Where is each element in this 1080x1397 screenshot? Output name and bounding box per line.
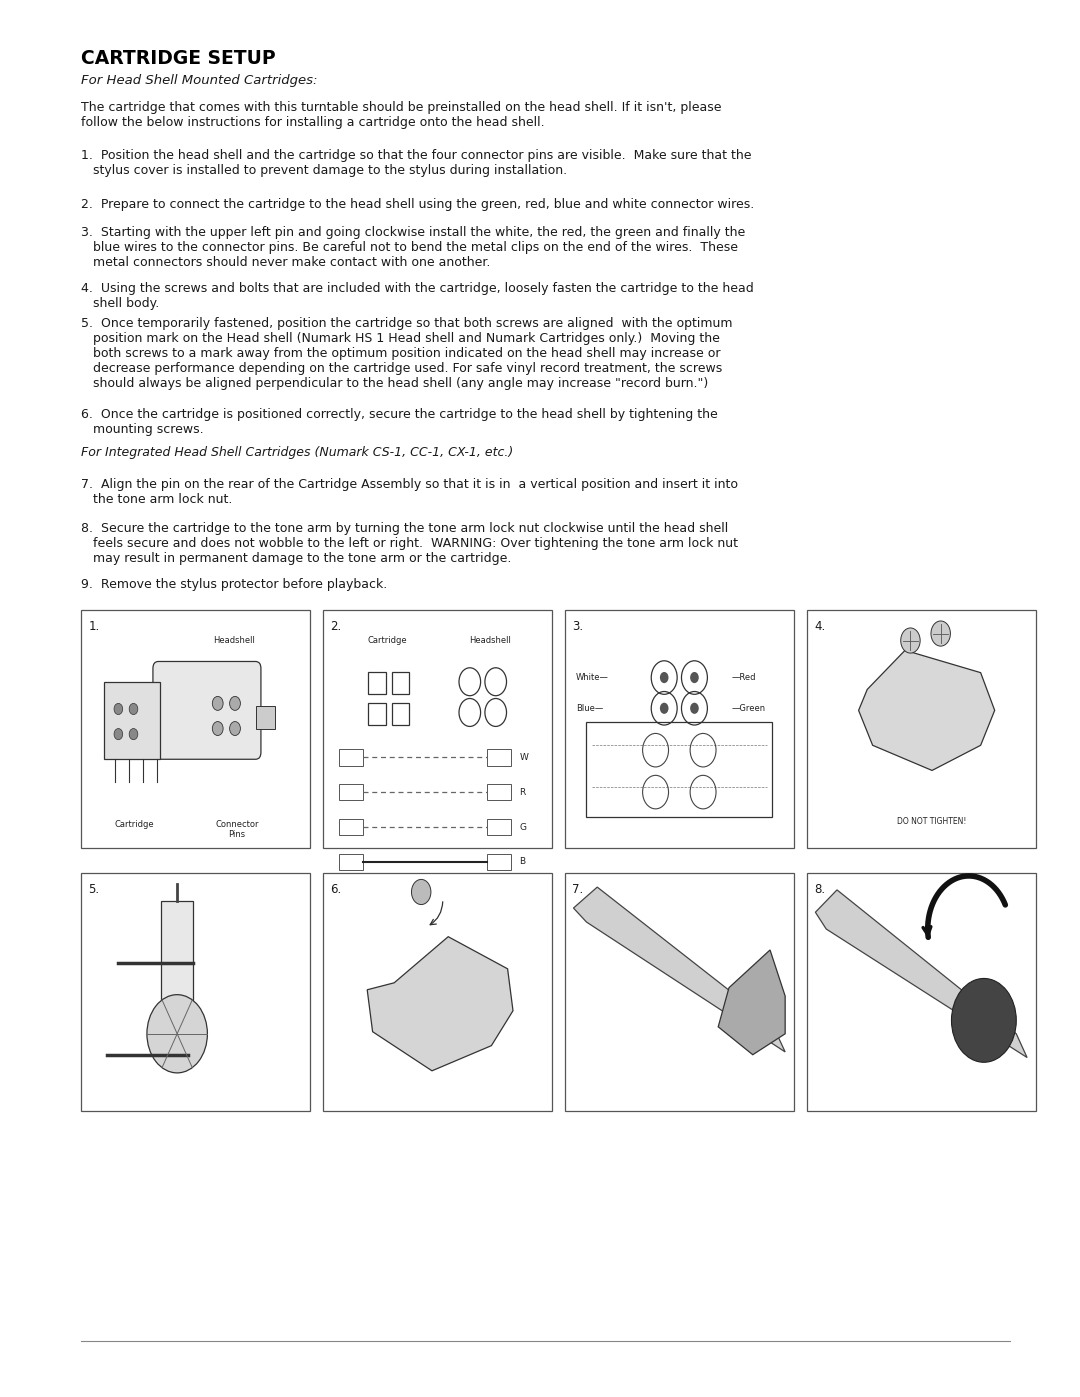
Circle shape: [901, 627, 920, 652]
FancyBboxPatch shape: [153, 662, 261, 760]
Text: 6.  Once the cartridge is positioned correctly, secure the cartridge to the head: 6. Once the cartridge is positioned corr…: [81, 408, 718, 436]
Circle shape: [230, 721, 241, 736]
Text: 7.: 7.: [572, 883, 583, 895]
Circle shape: [690, 703, 699, 714]
Text: 2.  Prepare to connect the cartridge to the head shell using the green, red, blu: 2. Prepare to connect the cartridge to t…: [81, 198, 754, 211]
FancyBboxPatch shape: [323, 873, 552, 1111]
Circle shape: [213, 721, 224, 736]
Text: 3.: 3.: [572, 620, 583, 633]
FancyBboxPatch shape: [256, 707, 275, 729]
Text: The cartridge that comes with this turntable should be preinstalled on the head : The cartridge that comes with this turnt…: [81, 101, 721, 129]
Text: —Red: —Red: [731, 673, 756, 682]
Text: 6.: 6.: [330, 883, 341, 895]
Text: CARTRIDGE SETUP: CARTRIDGE SETUP: [81, 49, 275, 68]
Text: G: G: [519, 823, 526, 831]
Circle shape: [114, 704, 123, 714]
Circle shape: [690, 672, 699, 683]
Polygon shape: [815, 890, 1027, 1058]
Circle shape: [660, 672, 669, 683]
Text: 1.  Position the head shell and the cartridge so that the four connector pins ar: 1. Position the head shell and the cartr…: [81, 149, 752, 177]
FancyBboxPatch shape: [565, 873, 794, 1111]
Text: 4.  Using the screws and bolts that are included with the cartridge, loosely fas: 4. Using the screws and bolts that are i…: [81, 282, 754, 310]
FancyBboxPatch shape: [105, 683, 161, 760]
Text: 8.: 8.: [814, 883, 825, 895]
Text: 8.  Secure the cartridge to the tone arm by turning the tone arm lock nut clockw: 8. Secure the cartridge to the tone arm …: [81, 522, 738, 566]
Text: Cartridge: Cartridge: [114, 820, 154, 828]
Circle shape: [213, 696, 224, 710]
Text: Headshell: Headshell: [470, 636, 511, 644]
Text: For Head Shell Mounted Cartridges:: For Head Shell Mounted Cartridges:: [81, 74, 318, 87]
FancyBboxPatch shape: [565, 610, 794, 848]
Text: Cartridge: Cartridge: [368, 636, 407, 644]
Text: For Integrated Head Shell Cartridges (Numark CS-1, CC-1, CX-1, etc.): For Integrated Head Shell Cartridges (Nu…: [81, 446, 513, 458]
Text: 5.  Once temporarily fastened, position the cartridge so that both screws are al: 5. Once temporarily fastened, position t…: [81, 317, 732, 390]
Text: B: B: [519, 858, 526, 866]
Text: Blue—: Blue—: [576, 704, 603, 712]
Text: 5.: 5.: [89, 883, 99, 895]
Text: 7.  Align the pin on the rear of the Cartridge Assembly so that it is in  a vert: 7. Align the pin on the rear of the Cart…: [81, 478, 738, 506]
FancyBboxPatch shape: [807, 610, 1036, 848]
Circle shape: [411, 880, 431, 905]
Text: W: W: [519, 753, 528, 761]
Text: 2.: 2.: [330, 620, 341, 633]
Circle shape: [130, 704, 138, 714]
Text: Connector
Pins: Connector Pins: [215, 820, 259, 840]
Polygon shape: [367, 937, 513, 1070]
Circle shape: [951, 978, 1016, 1062]
Circle shape: [931, 620, 950, 645]
Text: Headshell: Headshell: [213, 636, 255, 644]
Circle shape: [660, 703, 669, 714]
Text: 3.  Starting with the upper left pin and going clockwise install the white, the : 3. Starting with the upper left pin and …: [81, 226, 745, 270]
Circle shape: [114, 729, 123, 739]
Text: —Green: —Green: [731, 704, 766, 712]
FancyBboxPatch shape: [323, 610, 552, 848]
FancyBboxPatch shape: [161, 901, 193, 1027]
Circle shape: [147, 995, 207, 1073]
Text: DO NOT TIGHTEN!: DO NOT TIGHTEN!: [897, 817, 967, 826]
Text: R: R: [519, 788, 526, 796]
FancyBboxPatch shape: [807, 873, 1036, 1111]
Text: White—: White—: [576, 673, 608, 682]
FancyBboxPatch shape: [81, 873, 310, 1111]
Polygon shape: [718, 950, 785, 1055]
Text: 9.  Remove the stylus protector before playback.: 9. Remove the stylus protector before pl…: [81, 578, 388, 591]
Polygon shape: [859, 650, 995, 771]
Circle shape: [230, 696, 241, 710]
Polygon shape: [573, 887, 785, 1052]
Circle shape: [130, 729, 138, 739]
FancyBboxPatch shape: [81, 610, 310, 848]
Text: 1.: 1.: [89, 620, 99, 633]
Text: 4.: 4.: [814, 620, 825, 633]
